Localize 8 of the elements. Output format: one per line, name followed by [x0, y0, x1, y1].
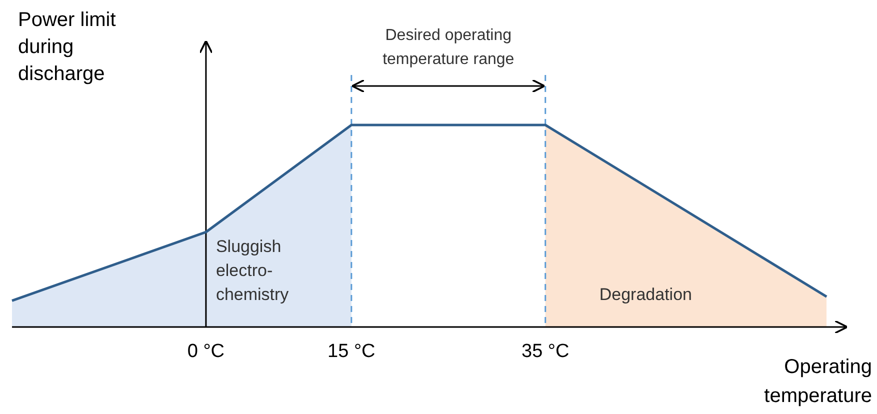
- x-axis-title: Operating temperature: [764, 356, 872, 407]
- x-tick-label: 0 °C: [187, 341, 225, 362]
- band-label: Sluggish electro-chemistry: [216, 237, 290, 304]
- text: Desired operating temperature range: [382, 27, 514, 68]
- band-label: Degradation: [599, 285, 692, 304]
- x-tick-label: 35 °C: [522, 341, 570, 362]
- y-axis-title: Power limit during discharge: [18, 9, 116, 85]
- x-tick-label: 15 °C: [328, 341, 376, 362]
